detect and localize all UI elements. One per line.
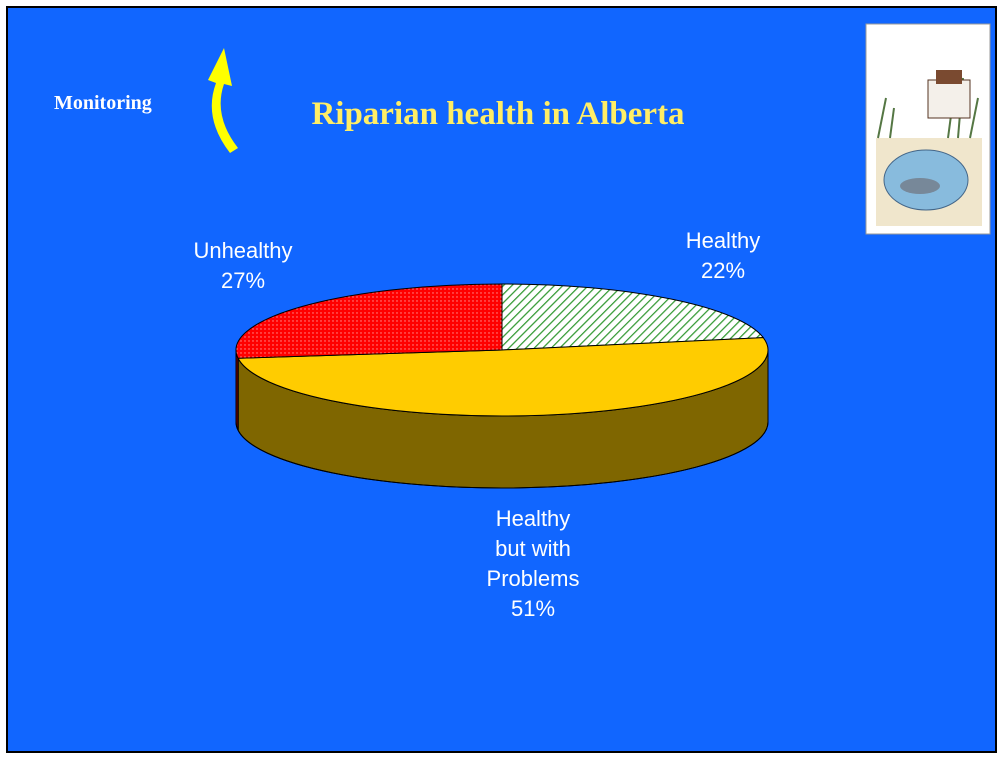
slice: [501, 283, 765, 351]
slice-label: Unhealthy 27%: [158, 236, 328, 296]
slice-side-shade: [235, 349, 239, 431]
chart-title: Riparian health in Alberta: [311, 96, 685, 132]
slice-label: Healthy 22%: [638, 226, 808, 286]
value-label: 27%: [220, 268, 266, 293]
slice-label: Healthy but with Problems 51%: [478, 504, 588, 624]
slice: [235, 283, 503, 359]
value-label: 51%: [510, 596, 556, 621]
chart: [208, 23, 991, 489]
illustration: [865, 23, 991, 235]
value-label: 22%: [700, 258, 746, 283]
category-label: Healthy but with Problems: [486, 506, 580, 591]
arrow-icon: [208, 48, 238, 153]
slice: [237, 337, 769, 417]
category-label: Healthy: [685, 228, 761, 253]
category-label: Unhealthy: [193, 238, 293, 263]
slide: Monitoring Riparian health in Alberta He…: [6, 6, 997, 753]
subtitle: Monitoring: [54, 92, 152, 114]
